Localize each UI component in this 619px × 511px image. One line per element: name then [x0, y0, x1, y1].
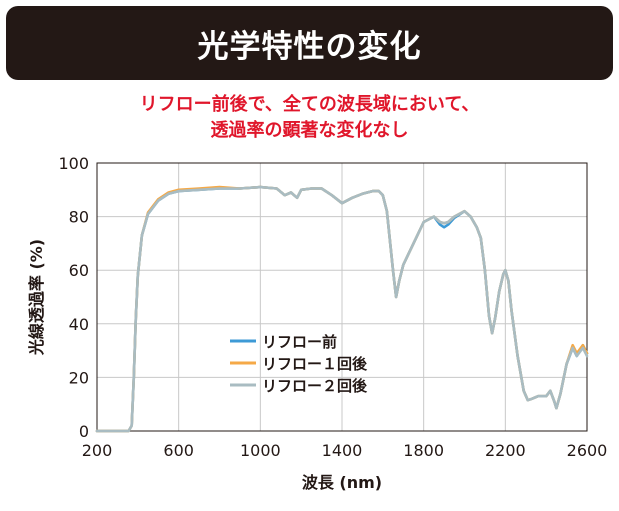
y-tick-label: 80 [69, 208, 89, 227]
y-tick-label: 100 [58, 154, 89, 173]
y-tick-label: 20 [69, 368, 89, 387]
grid-lines [97, 163, 587, 431]
y-tick-label: 0 [79, 422, 89, 441]
x-tick-label: 600 [163, 441, 194, 460]
legend-label: リフロー２回後 [262, 377, 368, 395]
x-tick-label: 1800 [403, 441, 444, 460]
legend-label: リフロー前 [262, 333, 337, 351]
plot-frame [96, 162, 588, 432]
title-banner: 光学特性の変化 [6, 6, 613, 80]
legend-label: リフロー１回後 [262, 355, 368, 373]
x-tick-label: 200 [82, 441, 113, 460]
y-tick-label: 60 [69, 261, 89, 280]
series-line-3 [95, 185, 589, 433]
x-tick-label: 2200 [485, 441, 526, 460]
y-tick-label: 40 [69, 315, 89, 334]
x-axis-title: 波長 (nm) [302, 473, 382, 492]
tick-labels: 0 20 40 60 80 100 200 600 1000 1400 1800 2200 2600 [58, 154, 607, 460]
x-tick-label: 1000 [240, 441, 281, 460]
x-tick-label: 2600 [567, 441, 608, 460]
y-axis-title: 光線透過率 (%) [27, 239, 46, 356]
subtitle-line-2: 透過率の顕著な変化なし [210, 120, 409, 141]
series-lines [95, 185, 589, 433]
x-tick-label: 1400 [322, 441, 363, 460]
subtitle-line-1: リフロー前後で、全ての波長域において、 [139, 94, 480, 115]
page-title: 光学特性の変化 [197, 28, 422, 65]
